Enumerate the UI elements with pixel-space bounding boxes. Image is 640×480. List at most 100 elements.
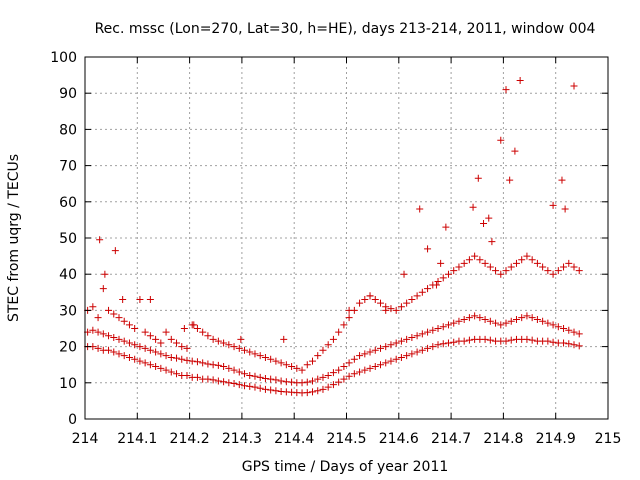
data-point (439, 340, 447, 348)
data-point (329, 381, 337, 389)
data-point (455, 317, 463, 325)
data-point (180, 325, 188, 332)
data-point (237, 335, 245, 343)
data-point (366, 348, 374, 356)
data-point (105, 346, 113, 354)
data-point (272, 387, 280, 395)
grid (85, 57, 608, 419)
data-point (382, 343, 390, 351)
x-axis-label: GPS time / Days of year 2011 (242, 459, 449, 475)
data-point (549, 270, 557, 278)
data-point (303, 361, 311, 369)
data-point (558, 176, 566, 184)
data-point (460, 259, 468, 267)
data-point (465, 256, 473, 264)
data-point (486, 263, 494, 271)
data-point (371, 346, 379, 354)
data-point (486, 317, 494, 325)
data-point (288, 378, 296, 386)
data-point (167, 335, 175, 343)
data-point (256, 352, 264, 360)
x-tick-label: 215 (595, 431, 622, 447)
data-point (162, 352, 170, 360)
data-point (565, 340, 573, 348)
data-point (539, 263, 547, 271)
data-point (371, 363, 379, 371)
data-point (277, 377, 285, 385)
data-point (516, 77, 524, 85)
data-point (575, 330, 583, 338)
data-point (403, 299, 411, 307)
y-tick-labels: 0 10 20 30 40 50 60 70 80 90 100 (50, 50, 77, 428)
data-point (444, 270, 452, 278)
data-point (539, 317, 547, 325)
data-point (418, 346, 426, 354)
data-point (345, 306, 353, 314)
y-tick-label: 0 (68, 412, 77, 428)
data-point (293, 364, 301, 372)
data-point (382, 306, 390, 314)
series-low (84, 335, 583, 397)
data-point (101, 270, 109, 278)
data-point (528, 314, 536, 322)
data-point (361, 296, 369, 304)
data-point (350, 370, 358, 378)
data-point (267, 355, 275, 363)
data-point (152, 335, 160, 343)
data-point (424, 285, 432, 293)
data-point (434, 277, 442, 285)
data-point (444, 321, 452, 329)
data-point (512, 259, 520, 267)
data-point (94, 344, 102, 352)
data-point (387, 357, 395, 365)
data-point (125, 321, 133, 329)
series-mid (84, 312, 583, 387)
data-point (272, 376, 280, 384)
data-point (544, 267, 552, 275)
data-point (110, 334, 118, 342)
data-point (554, 323, 562, 331)
data-point (220, 378, 228, 386)
y-tick-label: 70 (59, 159, 77, 175)
data-point (518, 314, 526, 322)
data-point (173, 339, 181, 347)
data-point (204, 360, 212, 368)
data-point (204, 375, 212, 383)
data-point (465, 314, 473, 322)
data-point (432, 281, 440, 289)
data-point (429, 343, 437, 351)
data-point (235, 368, 243, 376)
data-point (329, 335, 337, 343)
data-point (497, 321, 505, 329)
data-point (115, 314, 123, 322)
data-point (209, 361, 217, 369)
data-point (288, 363, 296, 371)
data-point (549, 201, 557, 209)
data-point (455, 263, 463, 271)
data-points (84, 77, 583, 397)
data-point (225, 379, 233, 387)
data-point (251, 372, 259, 380)
data-point (335, 328, 343, 336)
data-point (230, 366, 238, 374)
data-point (528, 336, 536, 344)
data-point (225, 364, 233, 372)
data-point (335, 378, 343, 386)
data-point (518, 256, 526, 264)
data-point (560, 263, 568, 271)
data-point (241, 346, 249, 354)
data-point (162, 366, 170, 374)
data-point (387, 341, 395, 349)
data-point (99, 285, 107, 293)
data-point (418, 330, 426, 338)
data-point (497, 270, 505, 278)
data-point (481, 259, 489, 267)
data-point (298, 379, 306, 387)
data-point (439, 274, 447, 282)
data-point (366, 292, 374, 300)
data-point (366, 364, 374, 372)
data-point (280, 335, 288, 343)
x-tick-label: 214 (72, 431, 99, 447)
data-point (241, 370, 249, 378)
